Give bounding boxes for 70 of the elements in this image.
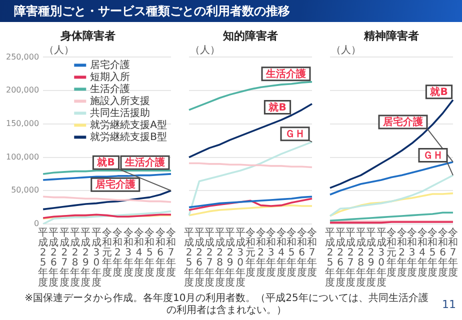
x-tick-label: 令和2年度 (396, 226, 407, 279)
x-tick-label: 平成25年度 (325, 228, 335, 289)
annotation: 就B (429, 86, 448, 98)
x-tick-label: 平成30年度 (235, 228, 246, 289)
annotation: 就B (268, 101, 286, 114)
x-tick-label: 令和6年度 (296, 226, 307, 279)
x-tick-label: 平成29年度 (80, 228, 91, 289)
x-tick-label: 令和3年度 (407, 226, 417, 279)
y-tick-label: 250,000 (6, 52, 40, 62)
x-tick-label: 平成25年度 (38, 228, 48, 289)
annotation: 就B (96, 156, 115, 169)
x-tick-label: 平成29年度 (225, 228, 235, 289)
x-tick-label: 令和5年度 (428, 226, 438, 279)
y-axis-title: （人） (190, 44, 220, 56)
y-tick-label: 200,000 (6, 86, 40, 95)
legend-label: 共同生活援助 (90, 106, 150, 119)
y-tick-label: 150,000 (6, 119, 40, 128)
annotation: 生活介護 (265, 68, 306, 80)
x-tick-label: 令和2年度 (112, 226, 123, 279)
x-tick-label: 令和元年度 (246, 226, 256, 279)
legend-label: 施設入所支援 (90, 94, 150, 107)
x-tick-label: 令和3年度 (266, 226, 276, 279)
annotation: ＧＨ (285, 129, 305, 140)
annotation: ＧＨ (423, 150, 443, 162)
legend-label: 就労継続支援B型 (90, 130, 168, 143)
annotation: 居宅介護 (382, 116, 423, 128)
x-tick-label: 令和4年度 (417, 226, 428, 279)
x-tick-label: 令和元年度 (386, 226, 396, 279)
legend-label: 就労継続支援A型 (90, 118, 167, 131)
x-tick-label: 令和5年度 (144, 226, 155, 279)
x-tick-label: 平成28年度 (214, 228, 225, 289)
legend-label: 生活介護 (90, 82, 130, 95)
x-tick-label: 平成27年度 (346, 228, 356, 289)
chart-title: 精神障害者 (363, 29, 419, 42)
chart-title: 知的障害者 (222, 29, 278, 42)
x-tick-label: 平成27年度 (204, 228, 214, 289)
x-tick-label: 平成28年度 (356, 228, 366, 289)
x-tick-label: 令和7年度 (166, 226, 176, 279)
x-tick-label: 令和7年度 (307, 226, 317, 279)
legend-label: 短期入所 (90, 70, 130, 83)
y-tick-label: 100,000 (6, 152, 40, 162)
annotation: 居宅介護 (94, 178, 136, 191)
x-tick-label: 令和5年度 (286, 226, 296, 279)
x-tick-label: 令和3年度 (123, 226, 134, 279)
chart-title: 身体障害者 (60, 29, 116, 42)
x-tick-label: 令和4年度 (276, 226, 286, 279)
y-axis-title: （人） (44, 44, 74, 56)
legend-label: 居宅介護 (90, 58, 130, 71)
text: 障害種別ごと・サービス種類ごとの利用者数の推移 (0, 0, 462, 22)
y-tick-label: 50,000 (11, 186, 40, 195)
x-tick-label: 令和6年度 (155, 226, 166, 279)
x-tick-label: 平成29年度 (366, 228, 376, 289)
x-tick-label: 平成26年度 (335, 228, 346, 289)
x-tick-label: 令和元年度 (102, 226, 112, 279)
text: 11 (442, 298, 456, 311)
x-tick-label: 平成26年度 (194, 228, 204, 289)
x-tick-label: 令和4年度 (134, 226, 144, 279)
y-axis-title: （人） (331, 44, 361, 56)
text: ※国保連データから作成。各年度10月の利用者数。（平成25年については、共同生活介護の利用者は含まれない。） (24, 293, 429, 317)
x-tick-label: 平成28年度 (70, 228, 80, 289)
annotation: 生活介護 (124, 156, 165, 169)
x-tick-label: 平成30年度 (376, 228, 386, 289)
x-tick-label: 平成25年度 (184, 228, 194, 289)
x-tick-label: 平成27年度 (59, 228, 70, 289)
x-tick-label: 令和2年度 (256, 226, 266, 279)
x-tick-label: 令和7年度 (448, 226, 458, 279)
x-tick-label: 令和6年度 (438, 226, 448, 279)
x-tick-label: 平成26年度 (48, 228, 59, 289)
y-tick-label: 0 (34, 219, 40, 228)
x-tick-label: 平成30年度 (91, 228, 102, 289)
